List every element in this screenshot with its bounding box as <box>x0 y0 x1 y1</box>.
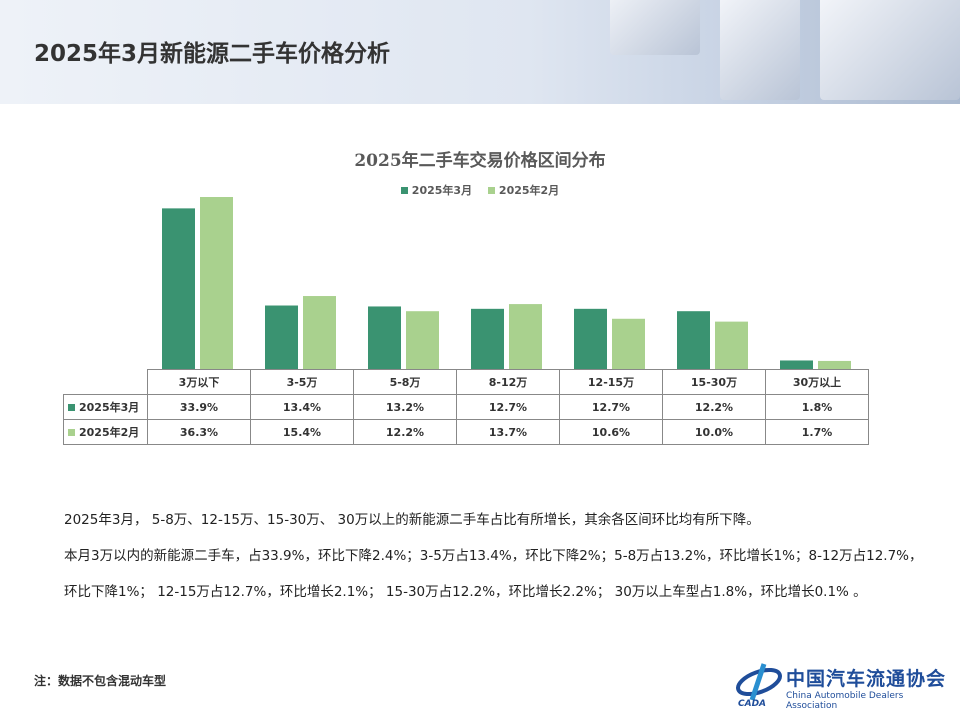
decorative-cube <box>820 0 960 100</box>
series-name: 2025年3月 <box>79 401 140 414</box>
bar-march-6 <box>780 360 813 369</box>
decorative-cube <box>720 0 800 100</box>
table-row: 2025年3月 33.9% 13.4% 13.2% 12.7% 12.7% 12… <box>63 394 869 420</box>
data-label: 10.6% <box>559 419 663 445</box>
logo-text-en: China Automobile Dealers Association <box>786 691 904 711</box>
category-label: 8-12万 <box>456 369 560 395</box>
data-label: 33.9% <box>147 394 251 420</box>
paragraph: 2025年3月， 5-8万、12-15万、15-30万、 30万以上的新能源二手… <box>64 512 760 528</box>
chart-title: 2025年二手车交易价格区间分布 <box>354 151 606 171</box>
header-banner: 2025年3月新能源二手车价格分析 <box>0 0 960 104</box>
data-table: 3万以下 3-5万 5-8万 8-12万 12-15万 15-30万 30万以上… <box>63 369 869 445</box>
legend-item: 2025年2月 <box>487 182 560 198</box>
data-label: 13.2% <box>353 394 457 420</box>
data-label: 13.4% <box>250 394 354 420</box>
legend-label: 2025年2月 <box>498 184 560 197</box>
footnote: 注：数据不包含混动车型 <box>34 674 167 688</box>
legend-label: 2025年3月 <box>411 184 473 197</box>
data-label: 12.2% <box>662 394 766 420</box>
legend-swatch <box>400 187 408 194</box>
series-name: 2025年2月 <box>79 426 140 439</box>
table-corner <box>63 369 148 395</box>
bar-february-5 <box>715 321 748 369</box>
table-header-row: 3万以下 3-5万 5-8万 8-12万 12-15万 15-30万 30万以上 <box>63 369 869 395</box>
legend-swatch <box>487 187 495 194</box>
category-label: 3万以下 <box>147 369 251 395</box>
data-label: 15.4% <box>250 419 354 445</box>
series-label: 2025年3月 <box>63 394 148 420</box>
chart-legend: 2025年3月 2025年2月 <box>0 182 960 198</box>
logo-text-cn: 中国汽车流通协会 <box>786 668 947 690</box>
bar-march-0 <box>162 208 195 369</box>
legend-swatch <box>68 404 75 411</box>
category-label: 15-30万 <box>662 369 766 395</box>
analysis-text: 2025年3月， 5-8万、12-15万、15-30万、 30万以上的新能源二手… <box>64 502 924 610</box>
category-label: 30万以上 <box>765 369 869 395</box>
data-label: 1.7% <box>765 419 869 445</box>
bar-february-6 <box>818 360 851 369</box>
bar-chart <box>162 197 851 369</box>
table-row: 2025年2月 36.3% 15.4% 12.2% 13.7% 10.6% 10… <box>63 419 869 445</box>
data-label: 36.3% <box>147 419 251 445</box>
bar-february-1 <box>303 296 336 369</box>
data-label: 12.7% <box>559 394 663 420</box>
category-label: 12-15万 <box>559 369 663 395</box>
bar-march-1 <box>265 305 298 369</box>
decorative-cube <box>610 0 700 55</box>
bar-february-0 <box>200 197 233 369</box>
bar-february-2 <box>406 311 439 369</box>
data-label: 1.8% <box>765 394 869 420</box>
svg-text:CADA: CADA <box>738 699 766 708</box>
bar-march-4 <box>574 308 607 369</box>
legend-swatch <box>68 429 75 436</box>
data-label: 10.0% <box>662 419 766 445</box>
legend-item: 2025年3月 <box>400 182 473 198</box>
bar-march-5 <box>677 311 710 369</box>
cada-logo-icon: CADA <box>736 663 782 709</box>
series-label: 2025年2月 <box>63 419 148 445</box>
category-label: 3-5万 <box>250 369 354 395</box>
bar-march-2 <box>368 306 401 369</box>
data-label: 12.2% <box>353 419 457 445</box>
data-label: 12.7% <box>456 394 560 420</box>
cada-logo: CADA 中国汽车流通协会 China Automobile Dealers A… <box>734 660 954 711</box>
bar-february-3 <box>509 304 542 369</box>
paragraph: 本月3万以内的新能源二手车，占33.9%，环比下降2.4%；3-5万占13.4%… <box>64 548 923 600</box>
bar-february-4 <box>612 318 645 369</box>
data-label: 13.7% <box>456 419 560 445</box>
bar-march-3 <box>471 308 504 369</box>
category-label: 5-8万 <box>353 369 457 395</box>
page-title: 2025年3月新能源二手车价格分析 <box>34 41 391 67</box>
